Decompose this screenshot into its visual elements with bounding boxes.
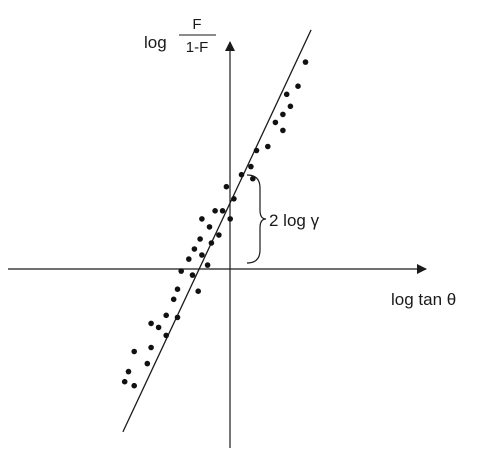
data-point-5 xyxy=(280,111,286,118)
data-point-4 xyxy=(287,103,294,110)
data-point-35 xyxy=(148,320,154,327)
data-point-20 xyxy=(216,232,222,238)
data-point-2 xyxy=(295,83,301,89)
data-point-38 xyxy=(131,348,137,355)
data-point-28 xyxy=(189,272,196,278)
data-point-27 xyxy=(178,268,184,274)
data-point-41 xyxy=(121,378,128,385)
data-point-25 xyxy=(186,256,192,262)
fit-line xyxy=(122,29,312,433)
y-axis-label-denominator: 1-F xyxy=(186,39,209,56)
data-point-13 xyxy=(223,183,230,190)
data-points xyxy=(121,59,309,389)
data-point-21 xyxy=(197,236,203,242)
y-axis-label-log: log xyxy=(144,33,167,52)
data-point-32 xyxy=(163,312,169,319)
y-axis-label-numerator: F xyxy=(192,16,201,33)
data-point-7 xyxy=(280,127,286,134)
annotation-brace xyxy=(246,174,267,264)
data-point-3 xyxy=(283,91,290,98)
data-point-16 xyxy=(227,216,233,222)
x-axis-label: log tan θ xyxy=(391,290,456,309)
data-point-39 xyxy=(144,360,151,367)
annotation-label: 2 log γ xyxy=(269,211,320,230)
data-point-36 xyxy=(163,332,169,339)
data-point-1 xyxy=(302,59,309,65)
data-point-9 xyxy=(253,147,260,154)
data-point-26 xyxy=(204,262,211,268)
data-point-31 xyxy=(170,296,177,303)
data-point-30 xyxy=(174,286,181,293)
data-point-12 xyxy=(250,175,256,182)
data-point-24 xyxy=(191,246,198,252)
data-point-42 xyxy=(131,382,137,389)
data-point-19 xyxy=(206,224,213,230)
data-point-14 xyxy=(231,196,237,202)
data-point-33 xyxy=(174,314,181,321)
data-point-23 xyxy=(199,252,205,258)
data-point-22 xyxy=(208,240,215,246)
data-point-37 xyxy=(148,344,154,351)
data-point-11 xyxy=(238,171,245,178)
data-point-10 xyxy=(248,163,254,170)
data-point-18 xyxy=(199,216,205,222)
data-point-34 xyxy=(155,324,162,331)
data-point-8 xyxy=(265,143,271,150)
data-point-29 xyxy=(195,288,201,295)
data-point-15 xyxy=(219,208,226,214)
data-point-6 xyxy=(272,119,279,126)
data-point-40 xyxy=(125,368,132,375)
data-point-17 xyxy=(212,208,218,214)
